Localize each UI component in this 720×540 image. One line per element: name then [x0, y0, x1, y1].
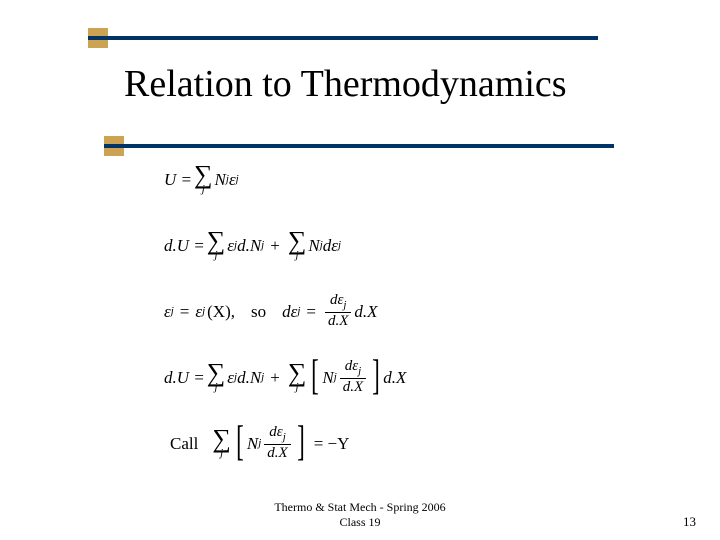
page-number: 13 [683, 514, 696, 530]
sum-symbol: ∑ j [288, 361, 307, 393]
equation-block: U = ∑ j Nj εj d.U = ∑ j εj d.Nj + ∑ j Nj… [164, 156, 584, 466]
eq1-lhs: U = [164, 171, 192, 188]
eq2-lhs: d.U = [164, 237, 205, 254]
slide-title: Relation to Thermodynamics [124, 62, 567, 106]
footer-line-2: Class 19 [0, 515, 720, 530]
sum-symbol: ∑ j [288, 229, 307, 261]
sum-symbol: ∑ j [212, 427, 231, 459]
fraction: dεj d.X [325, 292, 351, 330]
eq1-N: N [215, 171, 226, 188]
sum-symbol: ∑ j [194, 163, 213, 195]
fraction: dεj d.X [264, 424, 290, 462]
under-title-rule [104, 144, 614, 148]
eq1-eps: ε [229, 171, 236, 188]
equation-2: d.U = ∑ j εj d.Nj + ∑ j Nj dεj [164, 222, 584, 268]
equation-5: Call ∑ j [ Nj dεj d.X ] = −Y [164, 420, 584, 466]
fraction: dεj d.X [340, 358, 366, 396]
bracket-expression: [ Nj dεj d.X ] [233, 424, 308, 462]
equation-4: d.U = ∑ j εj d.Nj + ∑ j [ Nj dεj d.X ] d… [164, 354, 584, 400]
slide-footer: Thermo & Stat Mech - Spring 2006 Class 1… [0, 500, 720, 530]
sum-symbol: ∑ j [207, 229, 226, 261]
bracket-expression: [ Nj dεj d.X ] [308, 358, 383, 396]
equation-1: U = ∑ j Nj εj [164, 156, 584, 202]
sum-symbol: ∑ j [207, 361, 226, 393]
top-horizontal-rule [88, 36, 598, 40]
footer-line-1: Thermo & Stat Mech - Spring 2006 [0, 500, 720, 515]
equation-3: εj = εj (X), so dεj = dεj d.X d.X [164, 288, 584, 334]
